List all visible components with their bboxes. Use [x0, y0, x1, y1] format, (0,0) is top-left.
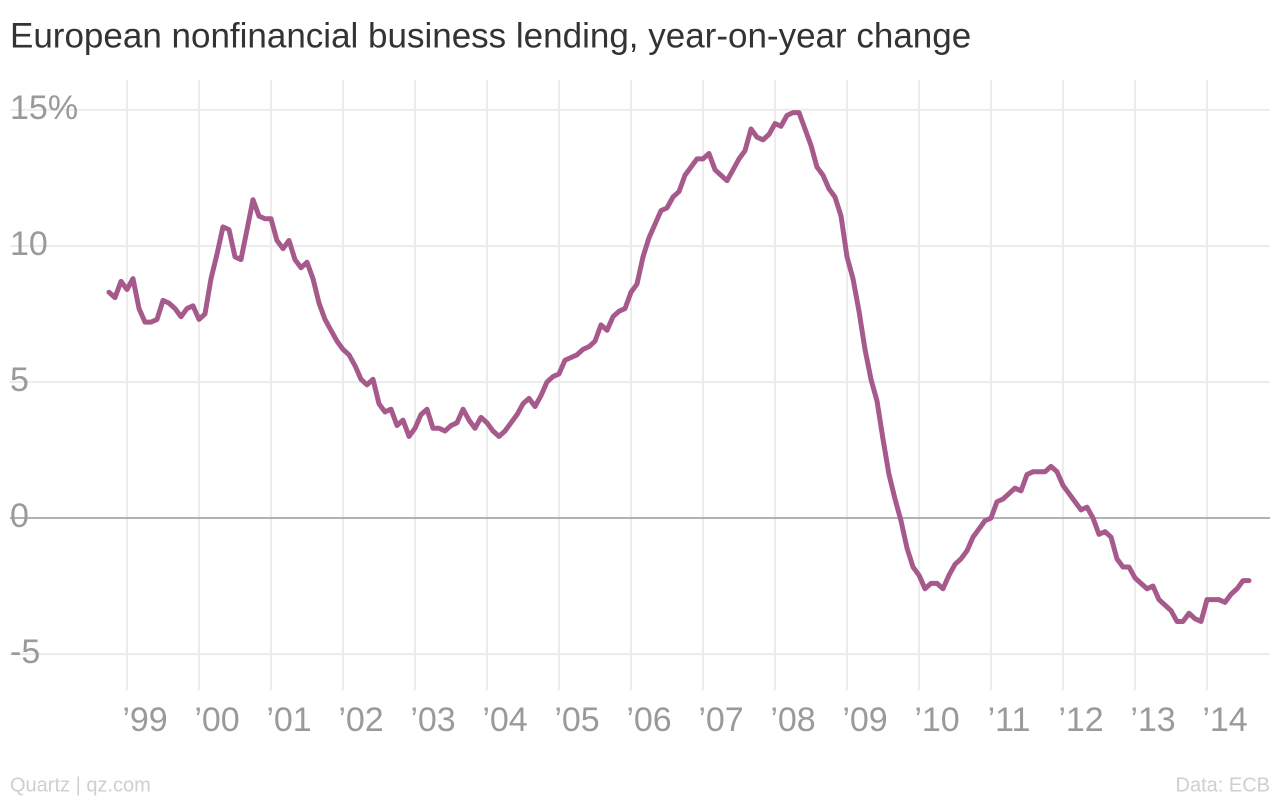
source: Data: ECB: [1176, 774, 1270, 796]
x-tick-label: ’10: [914, 701, 959, 739]
chart-title: European nonfinancial business lending, …: [10, 16, 971, 55]
y-tick-label: 15%: [10, 89, 78, 127]
y-tick-label: -5: [10, 633, 40, 671]
x-tick-label: ’00: [194, 701, 239, 739]
credit: Quartz | qz.com: [10, 774, 151, 796]
x-tick-label: ’04: [482, 701, 527, 739]
y-tick-label: 5: [10, 361, 29, 399]
x-tick-label: ’03: [410, 701, 455, 739]
x-tick-label: ’12: [1058, 701, 1103, 739]
x-tick-label: ’06: [626, 701, 671, 739]
x-tick-label: ’01: [266, 701, 311, 739]
data-line: [106, 110, 1252, 624]
y-tick-label: 0: [10, 497, 29, 535]
x-tick-label: ’07: [698, 701, 743, 739]
x-tick-label: ’02: [338, 701, 383, 739]
x-tick-label: ’99: [122, 701, 167, 739]
x-tick-label: ’09: [842, 701, 887, 739]
x-tick-label: ’13: [1130, 701, 1175, 739]
x-tick-label: ’11: [988, 701, 1031, 739]
x-tick-label: ’05: [554, 701, 599, 739]
y-tick-label: 10: [10, 225, 48, 263]
x-tick-label: ’08: [770, 701, 815, 739]
x-tick-label: ’14: [1202, 701, 1247, 739]
